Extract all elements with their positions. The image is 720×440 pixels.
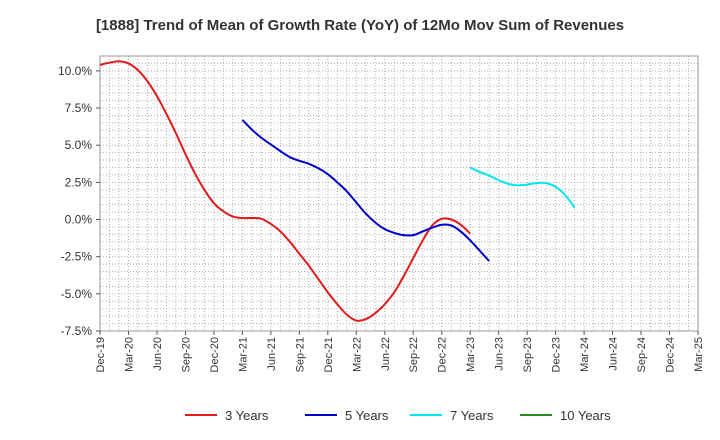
- x-tick-label: Dec-23: [551, 337, 563, 372]
- y-axis-ticks: -7.5% -5.0% -2.5% 0.0% 2.5% 5.0% 7.5% 10.0%: [58, 64, 100, 338]
- x-tick-label: Dec-24: [665, 337, 677, 372]
- x-tick-label: Mar-24: [579, 337, 591, 372]
- x-tick-label: Mar-20: [123, 337, 135, 372]
- x-tick-label: Sep-24: [636, 337, 648, 372]
- y-tick-label: 10.0%: [58, 64, 92, 78]
- x-tick-label: Mar-23: [465, 337, 477, 372]
- y-tick-label: -7.5%: [61, 324, 93, 338]
- x-tick-label: Sep-22: [408, 337, 420, 372]
- series-line-5-years: [241, 119, 490, 262]
- series-line-3-years: [99, 60, 471, 322]
- chart-title: [1888] Trend of Mean of Growth Rate (YoY…: [96, 17, 624, 34]
- x-tick-label: Sep-23: [522, 337, 534, 372]
- legend-label-3-years: 3 Years: [225, 408, 269, 423]
- y-tick-label: -2.5%: [61, 250, 93, 264]
- grid-lines: [100, 56, 698, 331]
- legend: 3 Years 5 Years 7 Years 10 Years: [185, 408, 611, 423]
- x-tick-label: Mar-21: [237, 337, 249, 372]
- legend-label-7-years: 7 Years: [450, 408, 494, 423]
- x-tick-label: Jun-24: [608, 337, 620, 371]
- y-tick-label: 0.0%: [65, 213, 93, 227]
- series-line-7-years: [469, 166, 576, 209]
- x-tick-label: Dec-20: [209, 337, 221, 372]
- series-lines: [99, 60, 576, 322]
- y-tick-label: 2.5%: [65, 175, 93, 189]
- x-axis-ticks: Dec-19 Mar-20 Jun-20 Sep-20 Dec-20 Mar-21 Jun-…: [95, 331, 705, 372]
- y-tick-label: -5.0%: [61, 287, 93, 301]
- y-tick-label: 7.5%: [65, 101, 93, 115]
- plot-frame: [99, 55, 699, 332]
- legend-label-10-years: 10 Years: [560, 408, 611, 423]
- x-tick-label: Dec-19: [95, 337, 107, 372]
- x-tick-label: Sep-20: [180, 337, 192, 372]
- x-tick-label: Jun-21: [266, 337, 278, 371]
- x-tick-label: Dec-21: [323, 337, 335, 372]
- x-tick-label: Jun-23: [494, 337, 506, 371]
- x-tick-label: Mar-22: [351, 337, 363, 372]
- x-tick-label: Dec-22: [437, 337, 449, 372]
- x-tick-label: Sep-21: [294, 337, 306, 372]
- x-tick-label: Mar-25: [693, 337, 705, 372]
- x-tick-label: Jun-20: [152, 337, 164, 371]
- x-tick-label: Jun-22: [380, 337, 392, 371]
- y-tick-label: 5.0%: [65, 138, 93, 152]
- legend-label-5-years: 5 Years: [345, 408, 389, 423]
